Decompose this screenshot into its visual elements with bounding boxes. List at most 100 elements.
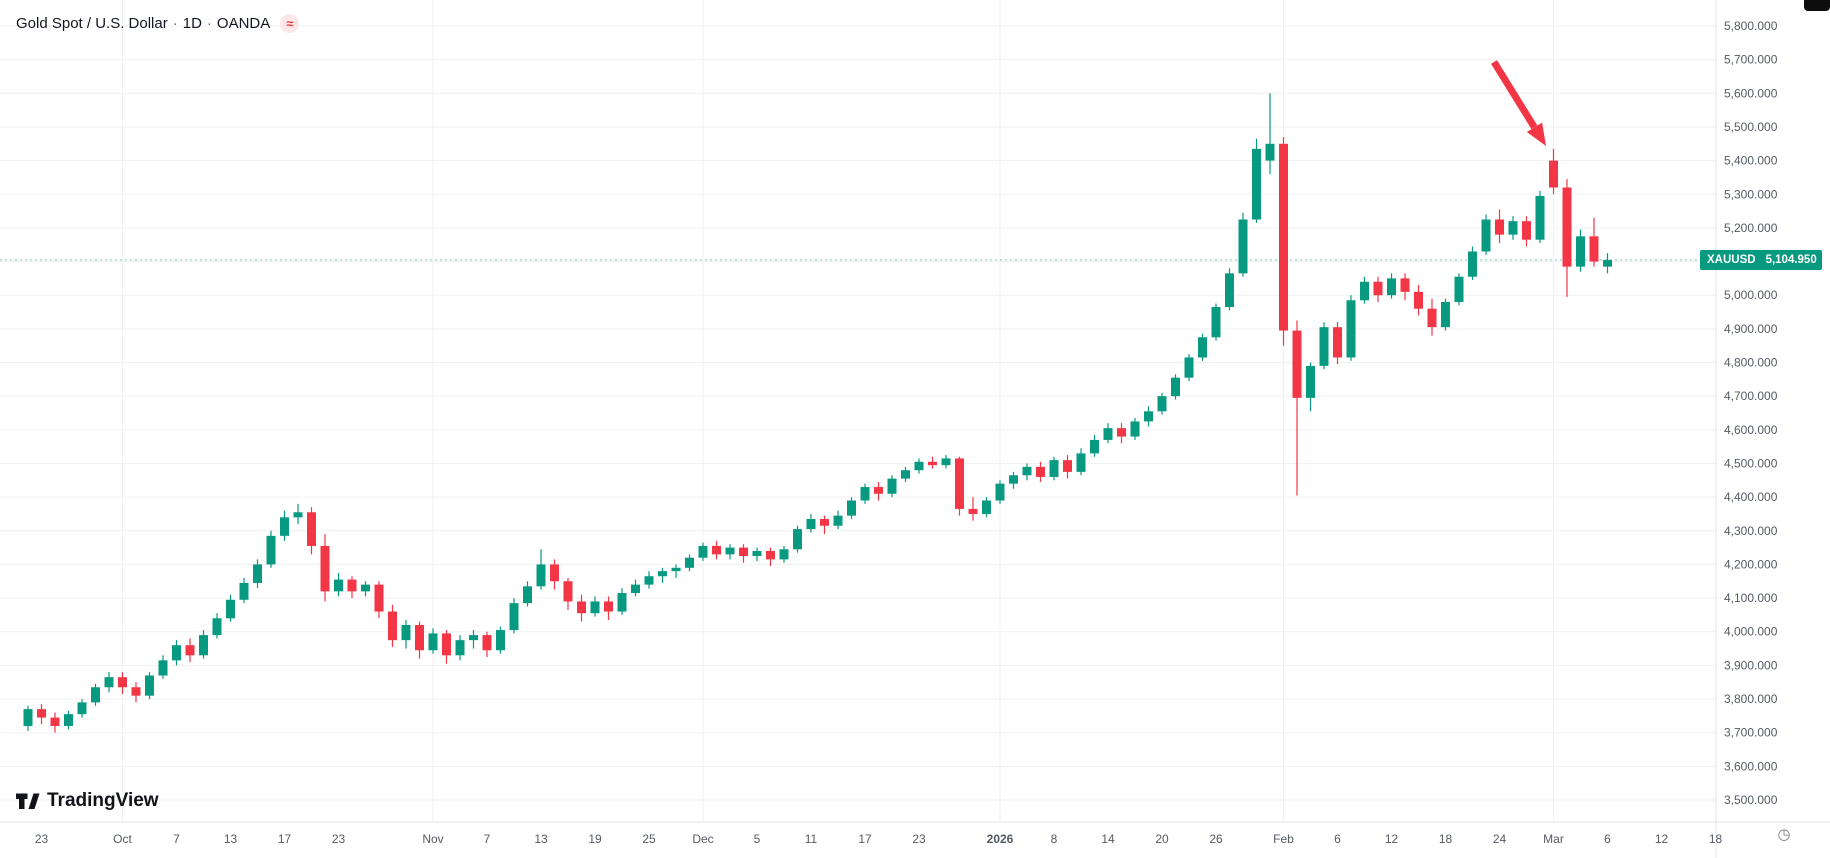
candle-body bbox=[334, 579, 343, 592]
time-tick-label[interactable]: 18 bbox=[1439, 832, 1453, 846]
price-tick-label[interactable]: 3,900.000 bbox=[1724, 658, 1778, 672]
price-tick-label[interactable]: 3,500.000 bbox=[1724, 793, 1778, 807]
candle-body bbox=[1387, 278, 1396, 296]
time-tick-label[interactable]: 7 bbox=[173, 832, 180, 846]
price-tick-label[interactable]: 5,400.000 bbox=[1724, 154, 1778, 168]
time-tick-label[interactable]: 19 bbox=[588, 832, 602, 846]
interval-label[interactable]: 1D bbox=[182, 15, 202, 32]
time-tick-label[interactable]: 11 bbox=[805, 832, 818, 846]
candle-body bbox=[928, 461, 937, 466]
time-tick-label[interactable]: 17 bbox=[278, 832, 292, 846]
candle-body bbox=[428, 633, 438, 651]
candle-body bbox=[212, 618, 222, 636]
candle-body bbox=[968, 508, 978, 514]
candle-body bbox=[293, 512, 303, 518]
price-tick-label[interactable]: 5,700.000 bbox=[1724, 53, 1778, 67]
candle-body bbox=[23, 709, 33, 726]
time-tick-label[interactable]: Feb bbox=[1273, 832, 1294, 846]
price-tick-label[interactable]: 4,900.000 bbox=[1724, 322, 1778, 336]
time-tick-label[interactable]: 13 bbox=[534, 832, 548, 846]
time-tick-label[interactable]: 2026 bbox=[987, 832, 1014, 846]
candle-body bbox=[550, 564, 559, 582]
time-tick-label[interactable]: 23 bbox=[35, 832, 49, 846]
candle-body bbox=[1522, 221, 1531, 240]
time-tick-label[interactable]: 17 bbox=[858, 832, 872, 846]
price-tick-label[interactable]: 5,600.000 bbox=[1724, 86, 1778, 100]
time-tick-label[interactable]: 23 bbox=[912, 832, 926, 846]
price-tick-label[interactable]: 4,700.000 bbox=[1724, 389, 1778, 403]
candle-body bbox=[1481, 219, 1491, 252]
price-tick-label[interactable]: 5,800.000 bbox=[1724, 19, 1778, 33]
price-tick-label[interactable]: 4,500.000 bbox=[1724, 456, 1778, 470]
candle-body bbox=[631, 584, 640, 594]
candle-body bbox=[1252, 148, 1261, 220]
time-tick-label[interactable]: Nov bbox=[422, 832, 443, 846]
price-tick-label[interactable]: 4,400.000 bbox=[1724, 490, 1778, 504]
candle-body bbox=[1211, 306, 1221, 338]
candle-body bbox=[577, 601, 586, 614]
price-label-value: 5,104.950 bbox=[1765, 253, 1817, 266]
candle-body bbox=[941, 458, 951, 466]
candle-body bbox=[131, 687, 141, 696]
candle-body bbox=[1238, 219, 1248, 274]
time-tick-label[interactable]: 25 bbox=[642, 832, 656, 846]
candle-body bbox=[482, 635, 492, 651]
time-tick-label[interactable]: 12 bbox=[1385, 832, 1399, 846]
candle-body bbox=[37, 709, 46, 718]
candle-body bbox=[1279, 143, 1288, 331]
candle-body bbox=[766, 550, 775, 560]
candle-body bbox=[1049, 460, 1059, 477]
price-tick-label[interactable]: 4,100.000 bbox=[1724, 591, 1778, 605]
candle-body bbox=[617, 593, 627, 612]
candle-body bbox=[1292, 330, 1302, 398]
time-tick-label[interactable]: Dec bbox=[692, 832, 713, 846]
candle-body bbox=[725, 547, 735, 555]
candle-body bbox=[415, 625, 424, 651]
price-tick-label[interactable]: 3,800.000 bbox=[1724, 692, 1778, 706]
price-tick-label[interactable]: 4,200.000 bbox=[1724, 557, 1778, 571]
time-tick-label[interactable]: 7 bbox=[484, 832, 491, 846]
candle-body bbox=[1144, 411, 1153, 422]
price-tick-label[interactable]: 5,300.000 bbox=[1724, 187, 1778, 201]
price-tick-label[interactable]: 4,300.000 bbox=[1724, 524, 1778, 538]
time-tick-label[interactable]: 5 bbox=[754, 832, 761, 846]
candle-body bbox=[1535, 195, 1545, 240]
candle-body bbox=[266, 535, 276, 565]
candle-body bbox=[1306, 365, 1315, 398]
candle-body bbox=[995, 483, 1005, 501]
time-tick-label[interactable]: 23 bbox=[332, 832, 346, 846]
candle-body bbox=[793, 529, 802, 550]
time-tick-label[interactable]: 24 bbox=[1493, 832, 1507, 846]
symbol-legend[interactable]: Gold Spot / U.S. Dollar · 1D · OANDA ≈ bbox=[16, 14, 300, 33]
candle-body bbox=[91, 687, 100, 703]
price-tick-label[interactable]: 4,000.000 bbox=[1724, 625, 1778, 639]
time-tick-label[interactable]: 14 bbox=[1101, 832, 1115, 846]
price-tick-label[interactable]: 5,200.000 bbox=[1724, 221, 1778, 235]
timezone-clock-icon[interactable]: ◷ bbox=[1777, 826, 1791, 843]
tradingview-logo[interactable]: TradingView bbox=[16, 790, 159, 812]
exchange-label[interactable]: OANDA bbox=[216, 15, 271, 32]
candle-body bbox=[914, 461, 924, 471]
symbol-title[interactable]: Gold Spot / U.S. Dollar bbox=[16, 15, 168, 32]
time-tick-label[interactable]: 13 bbox=[224, 832, 238, 846]
time-tick-label[interactable]: Oct bbox=[113, 832, 132, 846]
candle-body bbox=[1508, 221, 1518, 235]
candle-body bbox=[172, 645, 181, 661]
time-tick-label[interactable]: 12 bbox=[1655, 832, 1669, 846]
time-tick-label[interactable]: 26 bbox=[1209, 832, 1223, 846]
price-tick-label[interactable]: 4,800.000 bbox=[1724, 356, 1778, 370]
price-tick-label[interactable]: 3,600.000 bbox=[1724, 759, 1778, 773]
time-tick-label[interactable]: Mar bbox=[1543, 832, 1564, 846]
time-tick-label[interactable]: 18 bbox=[1709, 832, 1723, 846]
candle-body bbox=[361, 584, 370, 592]
price-tick-label[interactable]: 4,600.000 bbox=[1724, 423, 1778, 437]
price-tick-label[interactable]: 3,700.000 bbox=[1724, 726, 1778, 740]
time-tick-label[interactable]: 8 bbox=[1051, 832, 1058, 846]
time-tick-label[interactable]: 20 bbox=[1155, 832, 1169, 846]
candle-body bbox=[1589, 236, 1599, 262]
price-tick-label[interactable]: 5,000.000 bbox=[1724, 288, 1778, 302]
time-tick-label[interactable]: 6 bbox=[1604, 832, 1611, 846]
time-tick-label[interactable]: 6 bbox=[1334, 832, 1341, 846]
price-tick-label[interactable]: 5,500.000 bbox=[1724, 120, 1778, 134]
